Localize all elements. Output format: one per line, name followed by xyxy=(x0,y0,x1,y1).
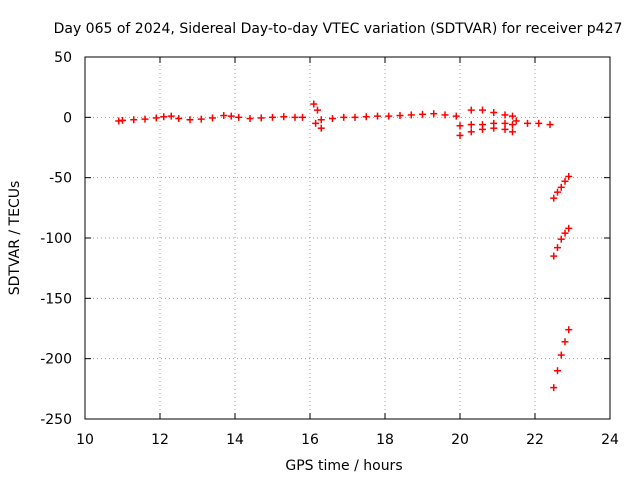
data-point xyxy=(317,124,325,132)
data-point xyxy=(467,128,475,136)
data-point xyxy=(565,172,573,180)
data-point xyxy=(565,224,573,232)
y-axis-label: SDTVAR / TECUs xyxy=(7,181,23,296)
data-point xyxy=(557,235,565,243)
data-point xyxy=(509,128,516,136)
data-point xyxy=(407,111,415,119)
data-point xyxy=(186,116,194,124)
data-point xyxy=(340,113,348,121)
data-point xyxy=(561,177,569,185)
data-point xyxy=(329,115,336,123)
data-point xyxy=(220,112,228,120)
data-point xyxy=(235,113,243,121)
x-tick-label: 24 xyxy=(601,432,619,448)
y-tick-label: -50 xyxy=(49,171,72,187)
data-point xyxy=(246,115,254,123)
data-point xyxy=(550,194,558,202)
data-point xyxy=(490,109,498,117)
y-tick-label: -200 xyxy=(40,352,72,368)
x-tick-label: 20 xyxy=(451,432,469,448)
data-point xyxy=(362,113,370,121)
chart-title: Day 065 of 2024, Sidereal Day-to-day VTE… xyxy=(54,21,623,37)
plot-border xyxy=(84,56,611,420)
data-point xyxy=(351,113,359,121)
data-point xyxy=(419,110,426,118)
data-point xyxy=(550,252,558,260)
x-tick-label: 12 xyxy=(151,432,169,448)
data-point xyxy=(490,119,498,127)
x-tick-label: 14 xyxy=(226,432,244,448)
data-point xyxy=(456,122,464,130)
data-point xyxy=(561,338,569,346)
data-point xyxy=(554,367,561,375)
x-tick-labels: 10 12 14 16 18 20 22 24 xyxy=(76,432,619,448)
x-tick-label: 16 xyxy=(301,432,319,448)
data-point xyxy=(456,131,464,139)
data-point xyxy=(501,125,509,133)
data-point xyxy=(441,111,449,119)
data-point xyxy=(310,100,318,108)
x-tick-label: 22 xyxy=(526,432,544,448)
data-point xyxy=(317,116,325,124)
data-point xyxy=(299,113,306,121)
data-point xyxy=(141,115,149,123)
x-tick-label: 18 xyxy=(376,432,394,448)
data-point xyxy=(269,113,276,121)
data-point xyxy=(467,121,475,129)
y-tick-label: 0 xyxy=(63,110,72,126)
data-point xyxy=(501,111,509,119)
y-tick-label: -250 xyxy=(40,412,72,428)
data-point xyxy=(227,112,235,120)
data-point xyxy=(385,112,393,120)
data-point xyxy=(565,326,573,334)
grid-lines xyxy=(85,57,610,419)
data-point xyxy=(479,106,486,114)
data-point xyxy=(452,112,460,120)
data-point xyxy=(554,188,561,196)
y-tick-label: 50 xyxy=(54,50,72,66)
data-point xyxy=(257,114,265,122)
data-point xyxy=(119,116,126,124)
data-point xyxy=(557,351,565,359)
data-point xyxy=(197,115,205,123)
data-series xyxy=(115,100,573,392)
y-tick-label: -100 xyxy=(40,231,72,247)
data-point xyxy=(546,121,554,129)
data-point xyxy=(512,117,520,125)
data-point xyxy=(396,112,404,120)
data-point xyxy=(314,106,321,114)
data-point xyxy=(501,119,509,127)
data-point xyxy=(535,119,543,127)
data-point xyxy=(550,384,558,392)
data-point xyxy=(479,121,486,129)
data-point xyxy=(152,114,160,122)
y-tick-labels: 50 0 -50 -100 -150 -200 -250 xyxy=(40,50,72,428)
x-axis-label: GPS time / hours xyxy=(285,458,402,474)
data-point xyxy=(160,113,168,121)
data-point xyxy=(524,119,531,127)
tick-marks xyxy=(84,56,611,420)
x-tick-label: 10 xyxy=(76,432,94,448)
data-point xyxy=(374,112,381,120)
data-point xyxy=(509,112,516,120)
data-point xyxy=(430,110,438,118)
data-point xyxy=(561,229,569,237)
data-point xyxy=(509,121,516,129)
data-point xyxy=(130,116,138,124)
data-point xyxy=(175,115,183,123)
data-point xyxy=(291,113,299,121)
data-point xyxy=(557,183,565,191)
data-point xyxy=(554,244,561,252)
data-point xyxy=(209,114,216,122)
y-tick-label: -150 xyxy=(40,291,72,307)
data-point xyxy=(280,113,288,121)
data-point xyxy=(467,106,475,114)
data-point xyxy=(312,119,320,127)
data-point xyxy=(167,112,175,120)
